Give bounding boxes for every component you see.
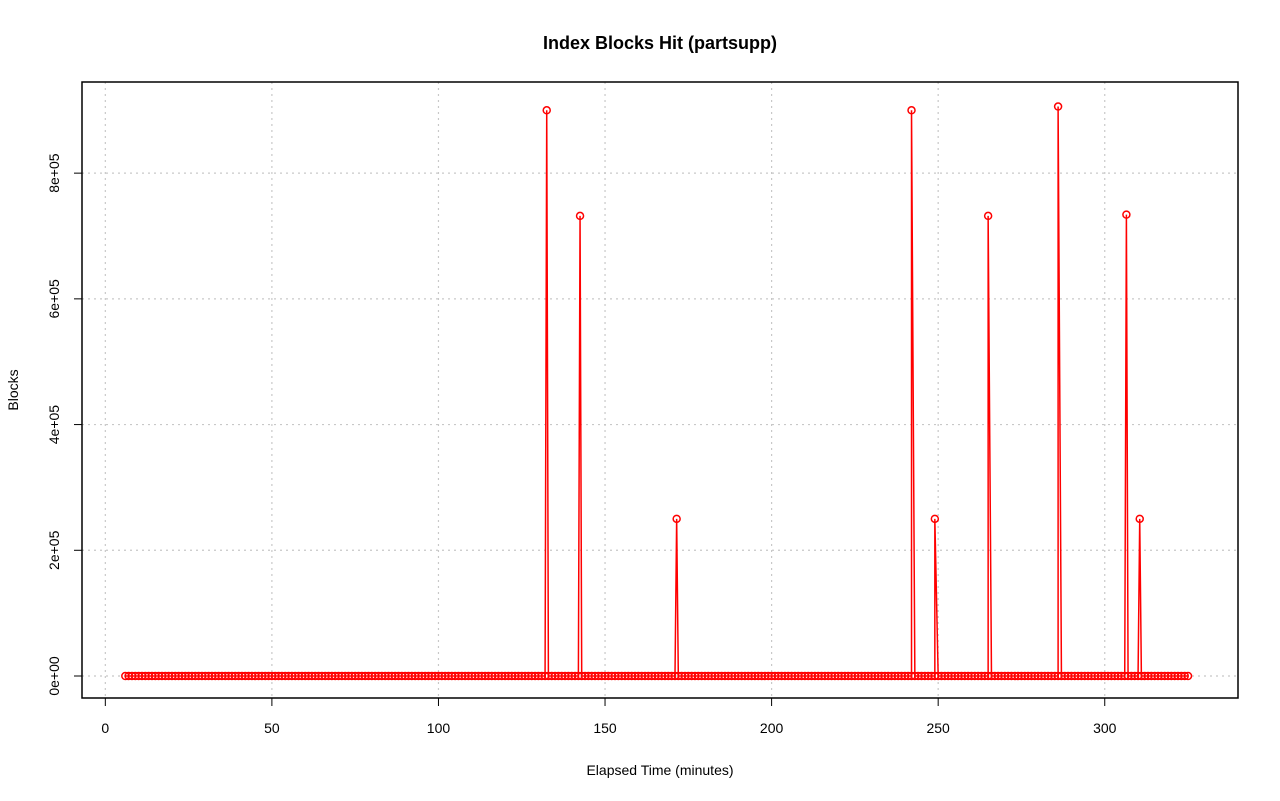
y-tick-label: 8e+05 bbox=[46, 153, 62, 193]
peak-point bbox=[575, 211, 585, 221]
peak-point bbox=[542, 106, 551, 115]
x-axis: 0 50 100 150 200 250 300 bbox=[101, 698, 1117, 736]
x-tick-label: 100 bbox=[427, 720, 451, 736]
y-tick-label: 6e+05 bbox=[46, 279, 62, 319]
y-tick-label: 0e+00 bbox=[46, 656, 62, 696]
peak-point bbox=[1135, 514, 1144, 524]
x-tick-label: 250 bbox=[926, 720, 950, 736]
data-point bbox=[1183, 671, 1193, 681]
y-tick-label: 2e+05 bbox=[46, 530, 62, 570]
y-tick-label: 4e+05 bbox=[46, 405, 62, 445]
y-axis: 0e+00 2e+05 4e+05 6e+05 8e+05 bbox=[46, 153, 82, 696]
data-point bbox=[1180, 671, 1189, 681]
x-tick-label: 150 bbox=[593, 720, 617, 736]
peak-point bbox=[1122, 210, 1131, 219]
x-axis-label: Elapsed Time (minutes) bbox=[586, 762, 733, 778]
chart-title: Index Blocks Hit (partsupp) bbox=[543, 33, 777, 53]
y-axis-label: Blocks bbox=[5, 369, 21, 410]
x-tick-label: 300 bbox=[1093, 720, 1117, 736]
series-line bbox=[125, 106, 1189, 677]
series bbox=[121, 102, 1193, 681]
peak-point bbox=[930, 514, 940, 524]
plot-frame bbox=[81, 81, 1239, 699]
grid bbox=[82, 82, 1238, 698]
peak-point bbox=[983, 211, 993, 221]
x-tick-label: 50 bbox=[264, 720, 280, 736]
peak-point bbox=[1053, 102, 1063, 111]
peak-point bbox=[907, 106, 916, 115]
x-tick-label: 0 bbox=[101, 720, 109, 736]
peak-point bbox=[672, 514, 681, 524]
x-tick-label: 200 bbox=[760, 720, 784, 736]
